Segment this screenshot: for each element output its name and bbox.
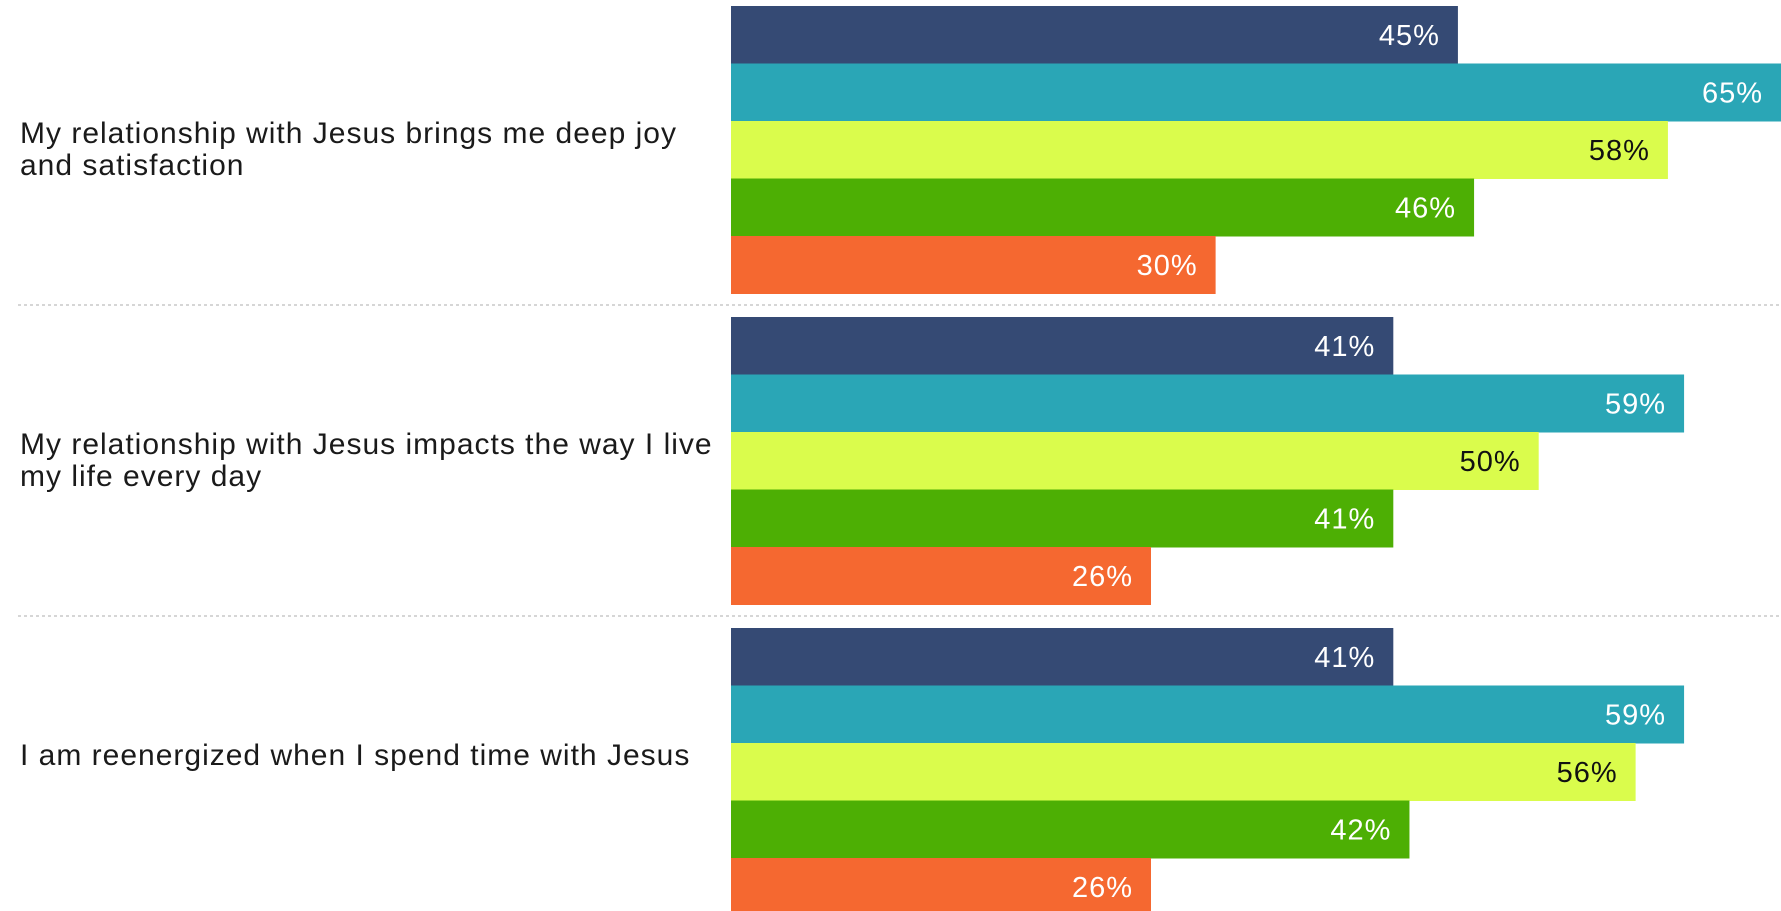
- value-label-c1-s4: 46%: [1395, 192, 1456, 224]
- bar-c3-s2: [731, 685, 1685, 744]
- bar-c2-s1: [731, 317, 1394, 375]
- value-label-c1-s5: 30%: [1137, 250, 1198, 282]
- value-label-c3-s3: 56%: [1557, 757, 1618, 789]
- value-label-c2-s2: 59%: [1605, 388, 1666, 420]
- value-label-c1-s1: 45%: [1379, 20, 1440, 52]
- value-label-c3-s2: 59%: [1605, 699, 1666, 731]
- bar-c2-s2: [731, 374, 1685, 433]
- bar-c1-s3: [731, 121, 1668, 179]
- value-label-c2-s5: 26%: [1072, 561, 1133, 593]
- bar-c3-s5: [731, 858, 1151, 911]
- bar-c2-s5: [731, 547, 1151, 605]
- bar-c2-s4: [731, 489, 1394, 548]
- value-label-c3-s5: 26%: [1072, 872, 1133, 904]
- bar-c1-s4: [731, 178, 1475, 237]
- bar-c1-s1: [731, 6, 1458, 64]
- bar-c3-s3: [731, 743, 1636, 801]
- bar-c1-s5: [731, 236, 1216, 294]
- category-label-1: My relationship with Jesus brings me dee…: [20, 116, 677, 182]
- value-label-c2-s4: 41%: [1314, 503, 1375, 535]
- value-label-c2-s3: 50%: [1460, 446, 1521, 478]
- bar-c3-s1: [731, 628, 1394, 686]
- value-label-c1-s3: 58%: [1589, 135, 1650, 167]
- value-label-c3-s1: 41%: [1314, 642, 1375, 674]
- category-label-2: My relationship with Jesus impacts the w…: [20, 427, 713, 493]
- bar-c1-s2: [731, 63, 1781, 122]
- value-label-c2-s1: 41%: [1314, 331, 1375, 363]
- value-label-c1-s2: 65%: [1702, 77, 1763, 109]
- bar-c2-s3: [731, 432, 1539, 490]
- value-label-c3-s4: 42%: [1330, 814, 1391, 846]
- bar-c3-s4: [731, 800, 1410, 859]
- category-label-3: I am reenergized when I spend time with …: [20, 738, 691, 772]
